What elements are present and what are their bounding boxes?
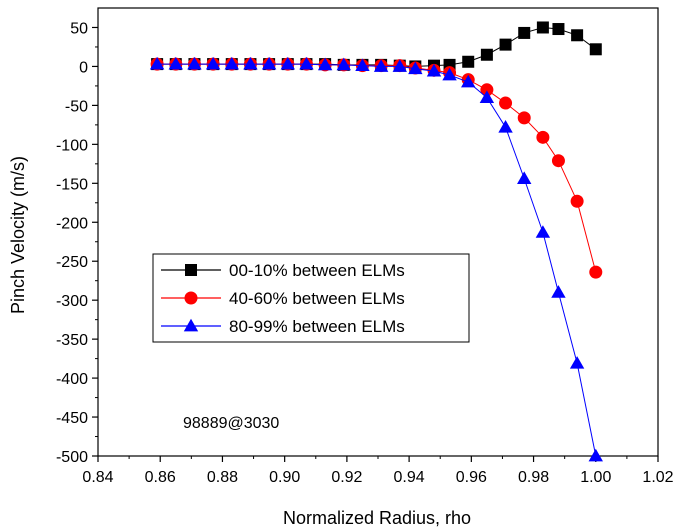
y-tick-label: -450 bbox=[56, 410, 88, 427]
x-tick-label: 0.86 bbox=[145, 469, 176, 486]
legend: 00-10% between ELMs 40-60% between ELMs 80… bbox=[152, 253, 470, 343]
y-tick-label: -200 bbox=[56, 215, 88, 232]
data-point bbox=[149, 56, 165, 70]
data-point bbox=[280, 56, 295, 70]
data-point bbox=[536, 130, 550, 144]
x-tick-label: 0.98 bbox=[518, 469, 549, 486]
x-axis: 0.84 0.86 0.88 0.90 0.92 0.94 0.96 0.98 1.00 1.02 bbox=[82, 456, 674, 486]
x-tick-label: 0.84 bbox=[82, 469, 113, 486]
data-point bbox=[299, 56, 314, 70]
y-axis-title: Pinch Velocity (m/s) bbox=[8, 156, 28, 314]
series-line bbox=[157, 63, 597, 273]
data-point bbox=[479, 90, 495, 103]
data-point bbox=[518, 26, 531, 39]
series-triangle bbox=[149, 56, 603, 462]
data-point bbox=[205, 56, 221, 70]
data-point bbox=[224, 56, 239, 70]
y-tick-label: -100 bbox=[56, 137, 88, 154]
legend-marker bbox=[183, 318, 199, 332]
plot-border bbox=[97, 7, 659, 457]
data-point bbox=[187, 56, 202, 70]
y-tick-label: -400 bbox=[56, 371, 88, 388]
y-tick-label: -150 bbox=[56, 176, 88, 193]
data-point bbox=[551, 154, 565, 168]
data-point bbox=[392, 59, 407, 72]
data-point bbox=[588, 448, 603, 462]
data-point bbox=[499, 38, 512, 51]
data-point bbox=[461, 74, 476, 88]
x-tick-label: 0.92 bbox=[331, 469, 362, 486]
data-point bbox=[408, 61, 423, 75]
data-point bbox=[243, 56, 258, 70]
data-point bbox=[536, 21, 549, 34]
data-point bbox=[589, 265, 603, 279]
y-tick-label: -50 bbox=[65, 98, 88, 115]
data-point bbox=[168, 56, 183, 70]
y-tick-label: -350 bbox=[56, 332, 88, 349]
annotation-label: 98889@3030 bbox=[183, 415, 279, 432]
y-tick-label: -500 bbox=[56, 449, 88, 466]
data-point bbox=[426, 63, 442, 77]
x-tick-label: 0.90 bbox=[269, 469, 300, 486]
data-point bbox=[552, 23, 565, 36]
x-tick-label: 1.02 bbox=[642, 469, 673, 486]
y-tick-label: 0 bbox=[79, 59, 88, 76]
data-point bbox=[499, 96, 513, 110]
series-layer bbox=[149, 21, 603, 462]
data-point bbox=[261, 56, 277, 70]
data-point bbox=[336, 57, 351, 71]
data-point bbox=[480, 48, 493, 61]
data-point bbox=[373, 59, 389, 72]
series-circle bbox=[150, 57, 603, 279]
data-point bbox=[569, 356, 585, 369]
data-point bbox=[535, 225, 551, 238]
data-point bbox=[355, 58, 370, 72]
x-tick-label: 0.88 bbox=[207, 469, 238, 486]
data-point bbox=[589, 43, 602, 56]
y-tick-label: -250 bbox=[56, 254, 88, 271]
legend-marker bbox=[185, 264, 197, 276]
x-tick-label: 1.00 bbox=[580, 469, 611, 486]
legend-label: 00-10% between ELMs bbox=[229, 261, 405, 280]
data-point bbox=[480, 83, 494, 97]
y-tick-label: -300 bbox=[56, 293, 88, 310]
data-point bbox=[317, 57, 333, 71]
x-axis-title: Normalized Radius, rho bbox=[283, 508, 471, 528]
x-tick-label: 0.96 bbox=[456, 469, 487, 486]
data-point bbox=[571, 29, 584, 42]
y-axis: 50 0 -50 -100 -150 -200 -250 -300 -350 -400 -450 -5… bbox=[56, 20, 98, 466]
legend-marker bbox=[184, 291, 198, 305]
y-tick-label: 50 bbox=[70, 20, 88, 37]
data-point bbox=[442, 67, 457, 81]
data-point bbox=[462, 55, 475, 68]
data-point bbox=[517, 171, 532, 185]
plot-frame bbox=[97, 7, 659, 457]
data-point bbox=[498, 120, 513, 133]
legend-label: 80-99% between ELMs bbox=[229, 317, 405, 336]
data-point bbox=[570, 194, 584, 208]
data-point bbox=[551, 285, 566, 298]
data-point bbox=[517, 111, 531, 125]
x-tick-label: 0.94 bbox=[394, 469, 425, 486]
legend-label: 40-60% between ELMs bbox=[229, 289, 405, 308]
